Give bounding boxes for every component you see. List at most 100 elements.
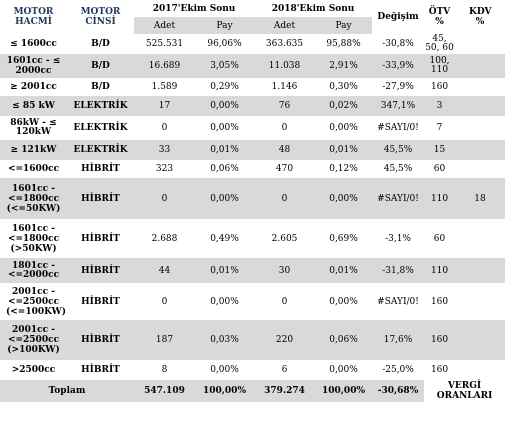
cell-motor-hacmi: <=1600cc [7, 164, 60, 174]
cell-adet-2017: 8 [161, 365, 168, 375]
table-row: 1601cc - <=1800cc (<=50KW) HİBRİT 0 0,00… [0, 178, 505, 219]
cell-adet-2017: 525.531 [145, 39, 184, 49]
cell-motor-hacmi: 2001cc - <=2500cc (>100KW) [0, 320, 67, 360]
table-row: 1601cc - ≤ 2000cc B/D 16.689 3,05% 11.03… [0, 54, 505, 78]
cell-degisim: 17,6% [372, 320, 425, 360]
cell-motor-cinsi: HİBRİT [67, 258, 134, 283]
cell-motor-hacmi: ≥ 2001cc [10, 82, 57, 92]
cell-kdv: 18 [455, 178, 505, 219]
cell-motor-hacmi: 1601cc - ≤ 2000cc [0, 54, 67, 78]
cell-degisim: #SAYI/0! [377, 296, 419, 307]
cell-adet-2018: 11.038 [254, 54, 316, 78]
header-kdv: KDV % [469, 7, 492, 27]
cell-kdv-empty [455, 219, 505, 258]
cell-degisim: -25,0% [382, 365, 414, 375]
cell-pay-2017: 0,03% [195, 320, 255, 360]
cell-motor-hacmi: 86kW - ≤ 120kW [10, 118, 57, 137]
cell-adet-2018: 470 [275, 164, 294, 174]
cell-pay-2017: 3,05% [195, 54, 255, 78]
cell-pay-2018: 0,06% [315, 320, 373, 360]
cell-kdv-empty [455, 54, 505, 78]
cell-motor-cinsi: B/D [67, 54, 134, 78]
table-row: 1601cc - <=1800cc (>50KW) HİBRİT 2.688 0… [0, 219, 505, 258]
cell-adet-2017: 323 [155, 164, 174, 174]
header-adet-2017: Adet [134, 17, 195, 34]
cell-otv: 160 [430, 296, 449, 307]
total-label: Toplam [0, 380, 134, 402]
cell-adet-2018: 30 [254, 258, 316, 283]
cell-kdv-empty [455, 34, 505, 54]
cell-pay-2018: 0,00% [329, 123, 358, 133]
cell-pay-2017: 96,06% [207, 39, 242, 49]
header-adet-2018: Adet [254, 17, 316, 34]
cell-otv: 3 [424, 96, 456, 116]
table-row: 86kW - ≤ 120kW ELEKTRİK 0 0,00% 0 0,00% … [0, 116, 505, 140]
cell-otv: 160 [430, 365, 449, 375]
cell-adet-2017: 0 [134, 178, 195, 219]
cell-kdv-empty [455, 160, 505, 178]
cell-adet-2018: 0 [281, 296, 288, 307]
cell-degisim: 45,5% [372, 140, 425, 160]
cell-motor-cinsi: HİBRİT [67, 178, 134, 219]
cell-adet-2017: 16.689 [134, 54, 195, 78]
cell-otv: 160 [424, 320, 456, 360]
cell-degisim: -31,8% [372, 258, 425, 283]
header-pay-2017: Pay [195, 17, 255, 34]
total-pay-2018: 100,00% [315, 380, 373, 402]
cell-adet-2018: 0 [254, 178, 316, 219]
cell-otv: 45, 50, 60 [425, 34, 454, 53]
cell-pay-2017: 0,01% [195, 140, 255, 160]
cell-degisim: #SAYI/0! [372, 178, 425, 219]
cell-pay-2018: 0,00% [315, 178, 373, 219]
cell-degisim: -33,9% [372, 54, 425, 78]
table-row: 1801cc - <=2000cc HİBRİT 44 0,01% 30 0,0… [0, 258, 505, 283]
cell-otv: 60 [433, 233, 446, 244]
cell-otv: 100, 110 [424, 54, 456, 78]
cell-adet-2018: 220 [254, 320, 316, 360]
cell-pay-2018: 0,69% [329, 233, 358, 244]
cell-motor-cinsi: HİBRİT [81, 365, 120, 375]
cell-pay-2018: 0,12% [329, 164, 358, 174]
cell-otv: 15 [424, 140, 456, 160]
cell-otv: 110 [424, 178, 456, 219]
cell-pay-2018: 0,01% [315, 258, 373, 283]
table-row: 2001cc - <=2500cc (>100KW) HİBRİT 187 0,… [0, 320, 505, 360]
header-row-1: MOTOR HACMİ MOTOR CİNSİ 2017'Ekim Sonu 2… [0, 0, 505, 28]
cell-otv: 160 [430, 82, 449, 92]
cell-kdv-empty [455, 283, 505, 320]
header-otv: ÖTV % [428, 7, 451, 27]
cell-motor-cinsi: HİBRİT [67, 320, 134, 360]
header-2018: 2018'Ekim Sonu [271, 3, 355, 14]
cell-kdv-empty [455, 78, 505, 96]
cell-motor-hacmi: 1601cc - <=1800cc (<=50KW) [0, 178, 67, 219]
total-row: Toplam 547.109 100,00% 379.274 100,00% -… [0, 380, 505, 402]
cell-pay-2017: 0,00% [195, 96, 255, 116]
cell-pay-2017: 0,49% [210, 233, 239, 244]
cell-pay-2017: 0,06% [210, 164, 239, 174]
cell-pay-2017: 0,00% [210, 296, 239, 307]
cell-pay-2017: 0,00% [210, 123, 239, 133]
cell-degisim: -27,9% [382, 82, 414, 92]
cell-motor-cinsi: B/D [91, 39, 110, 49]
header-motor-hacmi: MOTOR HACMİ [13, 7, 54, 27]
cell-adet-2017: 1.589 [151, 82, 178, 92]
cell-degisim: 45,5% [383, 164, 413, 174]
cell-adet-2017: 187 [134, 320, 195, 360]
cell-kdv-empty [455, 320, 505, 360]
cell-motor-hacmi: ≥ 121kW [0, 140, 67, 160]
cell-degisim: -30,8% [382, 39, 414, 49]
cell-adet-2017: 0 [161, 296, 168, 307]
cell-motor-hacmi: 1801cc - <=2000cc [0, 258, 67, 283]
cell-adet-2017: 44 [134, 258, 195, 283]
cell-kdv-empty [455, 116, 505, 140]
cell-pay-2018: 0,01% [315, 140, 373, 160]
total-pay-2017: 100,00% [195, 380, 255, 402]
cell-pay-2018: 0,00% [329, 296, 358, 307]
cell-motor-cinsi: ELEKTRİK [73, 123, 128, 133]
cell-adet-2018: 363.635 [265, 39, 304, 49]
cell-kdv-empty [455, 360, 505, 380]
header-row-2: Adet Pay Adet Pay [0, 17, 505, 34]
total-adet-2017: 547.109 [134, 380, 195, 402]
cell-pay-2017: 0,29% [210, 82, 239, 92]
cell-adet-2017: 17 [134, 96, 195, 116]
